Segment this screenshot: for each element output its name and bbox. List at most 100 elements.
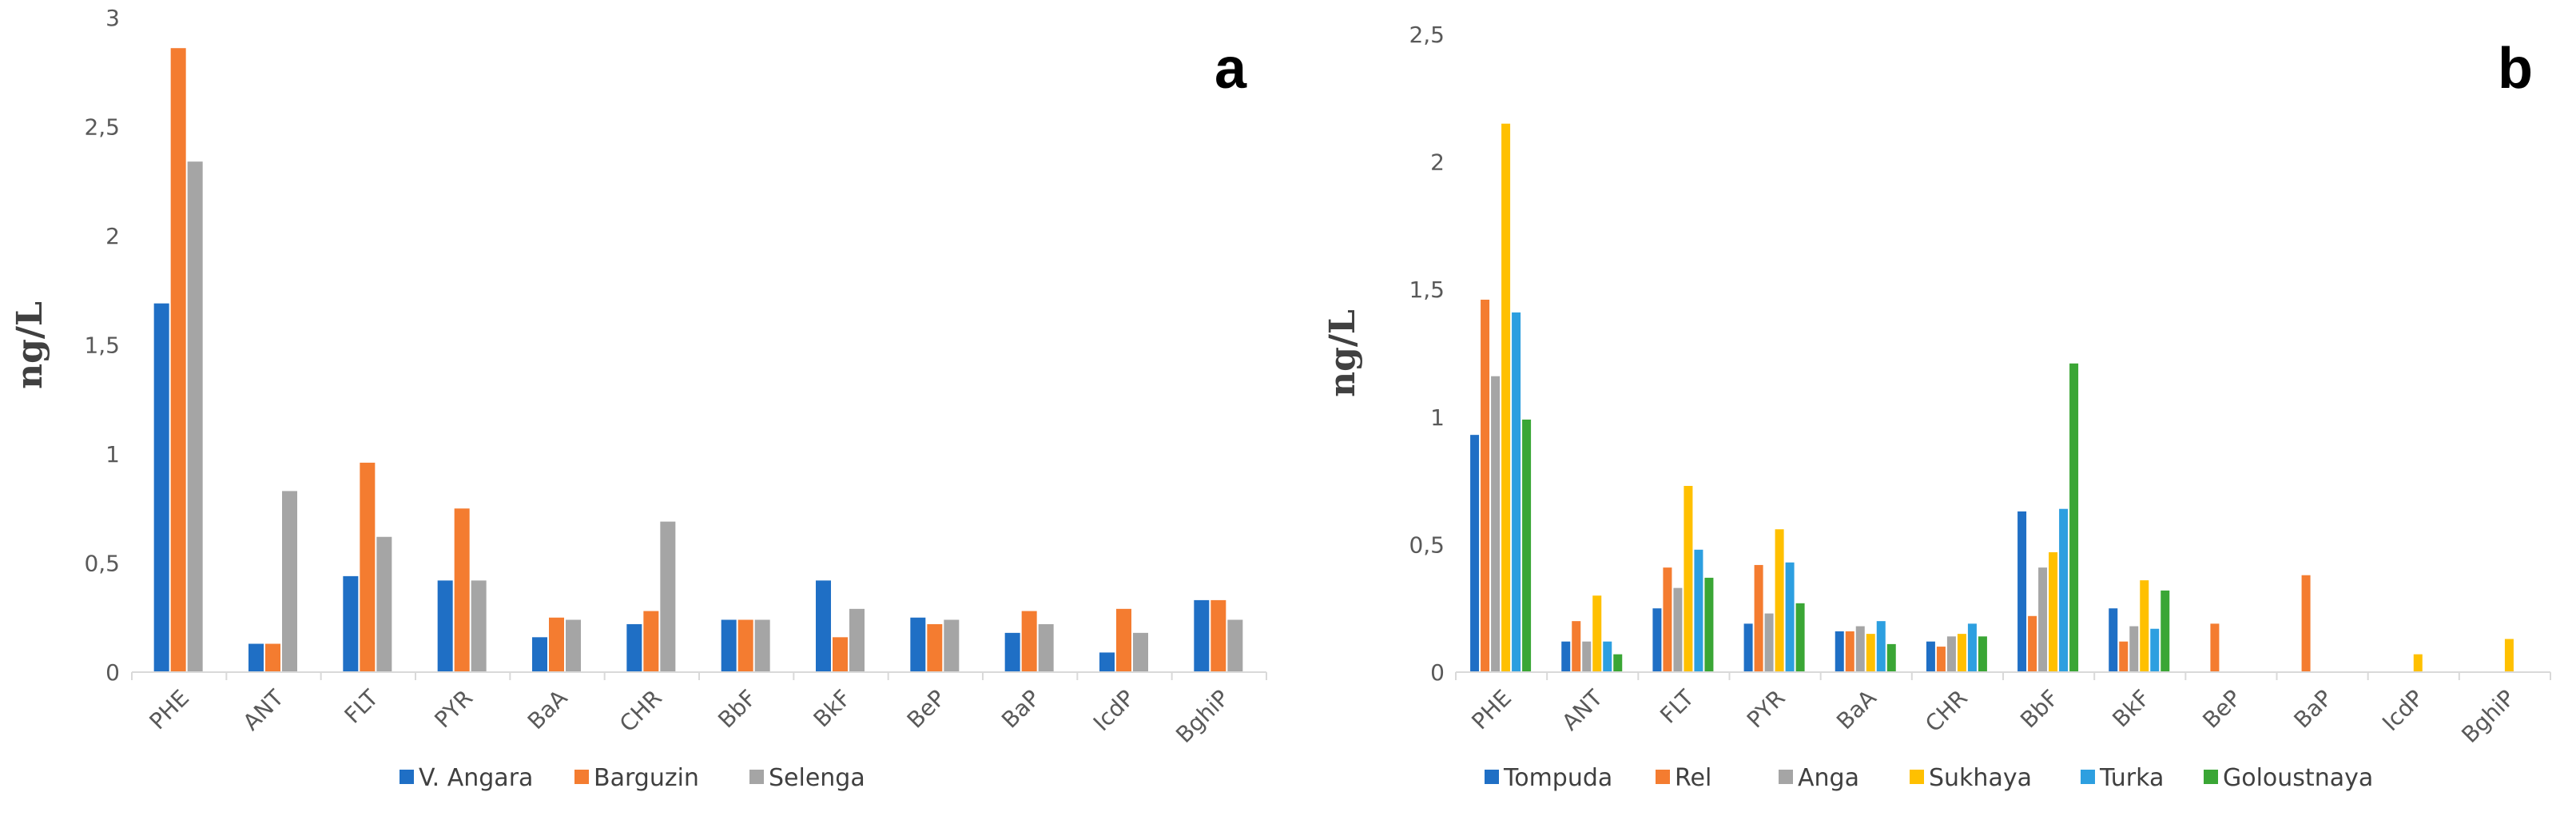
x-tick-label: PHE	[144, 685, 194, 735]
legend-swatch	[2204, 770, 2218, 784]
legend-swatch	[1779, 770, 1793, 784]
bar-tompuda-baa	[1835, 631, 1844, 672]
bar-v-angara-icdp	[1099, 652, 1115, 672]
bar-rel-ant	[1572, 621, 1581, 672]
legend-swatch	[749, 770, 764, 784]
bar-sukhaya-chr	[1957, 634, 1966, 672]
bar-selenga-phe	[187, 161, 203, 672]
bar-barguzin-icdp	[1116, 608, 1131, 672]
bar-sukhaya-icdp	[2413, 654, 2423, 672]
y-tick-label: 1,5	[84, 332, 120, 359]
legend-swatch	[2081, 770, 2095, 784]
bar-v-angara-ant	[248, 643, 264, 672]
bar-goloustnaya-ant	[1613, 654, 1623, 672]
x-tick-label: BaP	[2289, 685, 2338, 734]
bar-v-angara-baa	[532, 637, 547, 672]
bar-anga-ant	[1582, 641, 1592, 672]
y-tick-label: 1	[105, 441, 120, 468]
bar-sukhaya-bkf	[2140, 580, 2149, 672]
y-tick-label: 2	[1430, 149, 1445, 176]
bar-selenga-bbf	[754, 619, 770, 672]
y-tick-label: 1	[1430, 404, 1445, 431]
legend-item-rel: Rel	[1656, 764, 1711, 792]
y-axis-label: ng/L	[10, 301, 50, 389]
bar-tompuda-bkf	[2109, 608, 2118, 672]
bar-sukhaya-bbf	[2049, 551, 2058, 672]
legend-label: Goloustnaya	[2223, 764, 2373, 792]
bar-anga-phe	[1491, 376, 1501, 672]
y-tick-label: 2,5	[1409, 22, 1445, 48]
bar-rel-pyr	[1754, 564, 1763, 672]
bar-barguzin-bep	[927, 623, 943, 672]
bar-turka-ant	[1603, 641, 1612, 672]
legend-item-turka: Turka	[2081, 764, 2164, 792]
x-tick-label: PYR	[1742, 685, 1791, 734]
bar-goloustnaya-pyr	[1795, 603, 1805, 672]
bar-selenga-chr	[660, 521, 676, 672]
legend-item-barguzin: Barguzin	[574, 764, 699, 792]
bar-selenga-icdp	[1133, 632, 1148, 672]
x-tick-label: ANT	[1556, 684, 1608, 735]
legend-swatch	[1656, 770, 1670, 784]
x-tick-label: BaP	[996, 685, 1045, 734]
y-axis-label: ng/L	[1322, 309, 1363, 397]
bar-barguzin-baa	[549, 617, 564, 672]
x-tick-label: BghiP	[1171, 685, 1234, 748]
panel-label: b	[2498, 37, 2533, 101]
bar-rel-bap	[2301, 575, 2311, 672]
bar-v-angara-bkf	[816, 580, 831, 672]
legend-item-goloustnaya: Goloustnaya	[2204, 764, 2373, 792]
x-tick-label: BbF	[2015, 685, 2064, 734]
chart-panel-a: 0 0,5 1 1,5 2 2,5 3 ng/L a PHE ANT FLT PYR BaA CHR BbF B…	[10, 5, 1267, 792]
bar-turka-flt	[1694, 549, 1703, 672]
bar-selenga-bep	[944, 619, 960, 672]
bar-anga-pyr	[1764, 613, 1774, 672]
y-tick-label: 2	[105, 223, 120, 249]
x-tick-label: CHR	[1920, 685, 1973, 738]
x-tick-label: PYR	[429, 685, 478, 734]
panel-label: a	[1214, 37, 1247, 101]
x-tick-label: BkF	[2107, 685, 2155, 733]
y-tick-label: 2,5	[84, 114, 120, 141]
legend-label: Rel	[1675, 764, 1711, 792]
bar-turka-pyr	[1785, 562, 1795, 672]
bar-barguzin-ant	[265, 643, 280, 672]
bar-turka-bkf	[2150, 628, 2160, 672]
bar-goloustnaya-phe	[1522, 419, 1532, 672]
legend-item-tompuda: Tompuda	[1485, 764, 1612, 792]
bar-rel-chr	[1936, 647, 1946, 672]
bar-v-angara-pyr	[437, 580, 453, 672]
bar-barguzin-bghip	[1210, 599, 1226, 672]
bar-tompuda-chr	[1926, 641, 1935, 672]
bar-v-angara-chr	[626, 623, 642, 672]
bar-rel-flt	[1663, 567, 1672, 672]
legend-swatch	[1910, 770, 1924, 784]
legend-swatch	[574, 770, 589, 784]
x-tick-label: PHE	[1466, 685, 1517, 735]
bar-v-angara-bap	[1004, 632, 1020, 672]
y-tick-label: 0	[105, 659, 120, 686]
bar-rel-baa	[1845, 631, 1854, 672]
bar-barguzin-phe	[170, 48, 186, 673]
bar-turka-phe	[1512, 312, 1521, 672]
legend-label: Selenga	[769, 764, 865, 792]
x-tick-label: BaA	[1831, 685, 1882, 735]
chart-panel-b: 0 0,5 1 1,5 2 2,5 ng/L b PHE ANT FLT PYR BaA CHR BbF Bk…	[1322, 22, 2551, 792]
bar-v-angara-flt	[343, 575, 359, 672]
bar-anga-baa	[1855, 626, 1865, 672]
legend-swatch	[400, 770, 414, 784]
y-tick-label: 0	[1430, 659, 1445, 686]
bar-sukhaya-ant	[1592, 595, 1602, 672]
bar-anga-bbf	[2038, 567, 2048, 672]
legend-item-v-angara: V. Angara	[400, 764, 533, 792]
x-tick-label: BghiP	[2456, 685, 2519, 748]
bar-sukhaya-baa	[1866, 634, 1875, 672]
bar-anga-bkf	[2129, 626, 2139, 672]
legend-label: Anga	[1798, 764, 1859, 792]
x-tick-label: IcdP	[1088, 685, 1140, 737]
bar-tompuda-ant	[1561, 641, 1571, 672]
legend-swatch	[1485, 770, 1499, 784]
bar-selenga-baa	[566, 619, 581, 672]
bar-goloustnaya-baa	[1886, 643, 1896, 672]
bar-barguzin-flt	[360, 462, 376, 672]
